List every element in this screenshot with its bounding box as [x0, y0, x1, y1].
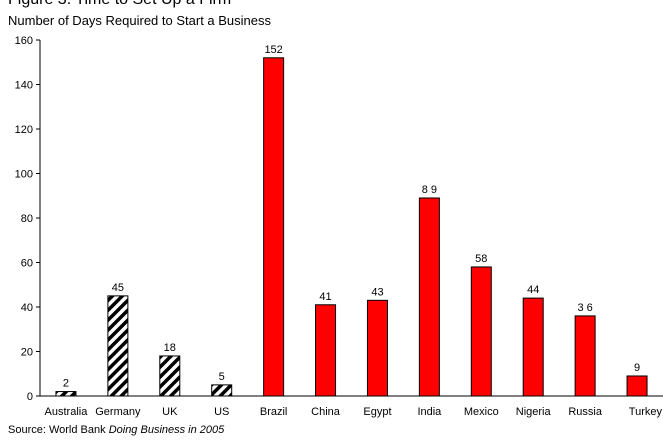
y-tick-label: 140 [15, 80, 33, 92]
x-tick-label-india: India [417, 406, 442, 418]
data-label-australia: 2 [63, 378, 69, 390]
bar-india [418, 197, 440, 397]
x-tick-label-us: US [214, 406, 229, 418]
x-tick-label-egypt: Egypt [363, 406, 391, 418]
x-tick-label-turkey: Turkey [629, 406, 663, 418]
source-publication: Doing Business in 2005 [108, 424, 225, 436]
x-axis-labels: Australia Germany UK US Brazil China Egypt Indi… [45, 406, 663, 418]
bar-germany [107, 295, 129, 397]
bar-mexico [470, 266, 492, 397]
y-tick-label: 100 [15, 169, 33, 181]
bar-china [315, 304, 337, 397]
y-axis-ticks: 0 20 40 60 80 100 120 140 160 [15, 35, 40, 403]
x-tick-label-russia: Russia [568, 406, 603, 418]
x-tick-label-australia: Australia [45, 406, 89, 418]
bars [55, 57, 648, 397]
bar-australia [55, 391, 77, 397]
bar-uk [159, 355, 181, 397]
data-label-germany: 45 [112, 282, 124, 294]
y-tick-label: 20 [21, 347, 33, 359]
data-label-brazil: 152 [264, 44, 282, 56]
bar-chart: 0 20 40 60 80 100 120 140 160 2 45 18 5 152 41 43 8 9 58… [15, 35, 663, 418]
data-label-china: 41 [319, 291, 331, 303]
x-tick-label-china: China [311, 406, 341, 418]
bar-turkey [626, 375, 648, 397]
bar-russia [574, 315, 596, 397]
bar-us [211, 384, 233, 397]
data-label-turkey: 9 [634, 362, 640, 374]
y-tick-label: 160 [15, 35, 33, 47]
data-label-uk: 18 [164, 342, 176, 354]
data-label-nigeria: 44 [527, 284, 539, 296]
y-tick-label: 40 [21, 302, 33, 314]
bar-brazil [263, 57, 285, 397]
x-tick-label-uk: UK [162, 406, 178, 418]
data-labels: 2 45 18 5 152 41 43 8 9 58 44 3 6 9 [63, 44, 640, 390]
y-tick-label: 120 [15, 124, 33, 136]
x-tick-label-germany: Germany [95, 406, 141, 418]
y-tick-label: 60 [21, 258, 33, 270]
y-tick-label: 80 [21, 213, 33, 225]
x-tick-label-brazil: Brazil [260, 406, 288, 418]
source-note: Source: World Bank Doing Business in 200… [8, 424, 224, 436]
chart-title: Number of Days Required to Start a Busin… [8, 13, 272, 28]
x-tick-label-nigeria: Nigeria [516, 406, 552, 418]
data-label-us: 5 [219, 371, 225, 383]
data-label-egypt: 43 [371, 286, 383, 298]
data-label-mexico: 58 [475, 253, 487, 265]
bar-egypt [366, 299, 388, 397]
data-label-india: 8 9 [422, 184, 437, 196]
y-tick-label: 0 [27, 391, 33, 403]
bar-nigeria [522, 297, 544, 397]
source-prefix: Source: World Bank [8, 424, 109, 436]
x-tick-label-mexico: Mexico [464, 406, 499, 418]
data-label-russia: 3 6 [577, 302, 592, 314]
figure-title: Figure 3. Time to Set Up a Firm [8, 0, 231, 9]
